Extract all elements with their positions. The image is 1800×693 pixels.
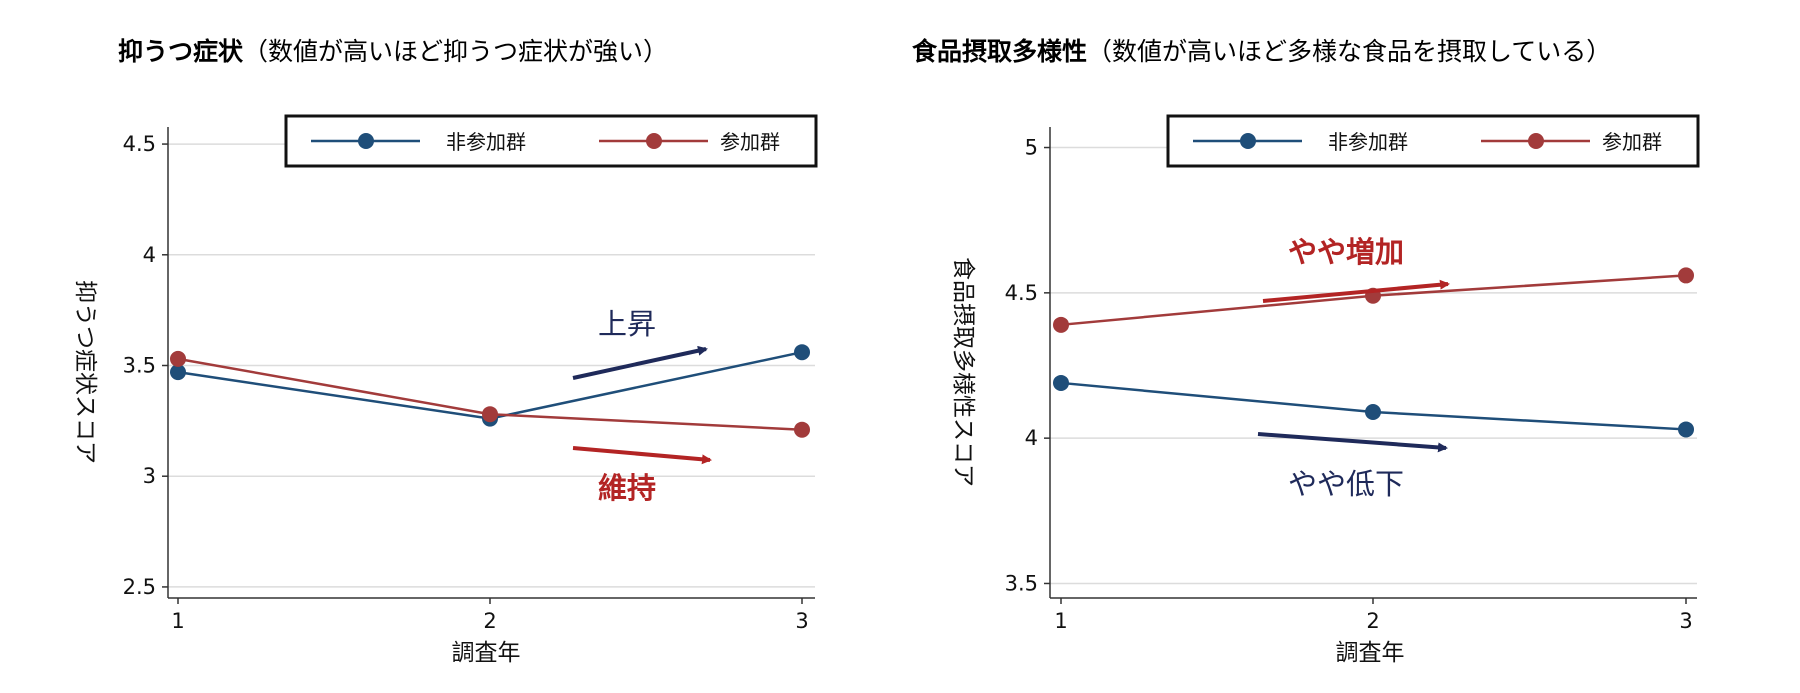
annotation-arrow-decrease bbox=[1257, 432, 1448, 453]
arrow-decrease bbox=[1257, 432, 1448, 453]
legend: 非参加群 参加群 bbox=[1166, 114, 1700, 168]
data-point bbox=[1053, 374, 1069, 391]
data-point bbox=[482, 406, 498, 423]
data-point bbox=[1053, 316, 1069, 333]
legend-marker-non-participant bbox=[1240, 133, 1256, 149]
x-tick-label: 1 bbox=[171, 609, 184, 633]
y-tick-label: 3.5 bbox=[1005, 571, 1038, 595]
x-axis-label: 調査年 bbox=[452, 640, 521, 666]
legend-label-participant: 参加群 bbox=[720, 130, 780, 154]
y-tick-label: 3 bbox=[143, 464, 156, 488]
y-tick-label: 4 bbox=[143, 243, 156, 267]
data-point bbox=[170, 350, 186, 367]
arrow-increase bbox=[1262, 279, 1450, 303]
data-point bbox=[1678, 267, 1694, 284]
y-tick-label: 4.5 bbox=[123, 132, 156, 156]
x-tick-label: 3 bbox=[1679, 609, 1692, 633]
annotation-decrease: やや低下 bbox=[1288, 467, 1404, 501]
legend-marker-non-participant bbox=[358, 133, 374, 149]
x-tick-label: 1 bbox=[1054, 609, 1067, 633]
arrow-up bbox=[572, 345, 708, 380]
chart-title: 抑うつ症状（数値が高いほど抑うつ症状が強い） bbox=[118, 37, 668, 66]
data-point bbox=[1365, 404, 1381, 420]
legend-label-participant: 参加群 bbox=[1602, 130, 1662, 154]
x-tick-label: 3 bbox=[795, 609, 808, 633]
y-tick-label: 5 bbox=[1025, 136, 1038, 160]
y-tick-label: 4.5 bbox=[1005, 281, 1038, 305]
x-axis-label: 調査年 bbox=[1336, 640, 1405, 666]
legend-label-non-participant: 非参加群 bbox=[446, 130, 526, 154]
legend: 非参加群 参加群 bbox=[284, 114, 818, 168]
legend-marker-participant bbox=[1528, 133, 1544, 149]
data-point bbox=[1678, 421, 1694, 438]
plot-area: 3.5 4 4.5 5 1 2 3 bbox=[1005, 127, 1697, 633]
x-tick-label: 2 bbox=[1366, 609, 1379, 633]
data-point bbox=[794, 421, 810, 438]
annotation-increase: やや増加 bbox=[1288, 235, 1404, 269]
y-tick-label: 4 bbox=[1025, 426, 1038, 450]
chart-title: 食品摂取多様性（数値が高いほど多様な食品を摂取している） bbox=[912, 37, 1611, 66]
legend-marker-participant bbox=[646, 133, 662, 149]
y-axis-label: 抑うつ症状スコア bbox=[72, 280, 98, 464]
y-tick-label: 2.5 bbox=[123, 575, 156, 599]
depression-chart: 抑うつ症状（数値が高いほど抑うつ症状が強い） 調査年 抑うつ症状スコア 2.5 3… bbox=[72, 37, 818, 666]
data-point bbox=[170, 364, 186, 381]
y-tick-label: 3.5 bbox=[123, 354, 156, 378]
data-point bbox=[794, 344, 810, 361]
annotation-rise: 上昇 bbox=[598, 307, 656, 341]
annotation-maintain: 維持 bbox=[598, 471, 656, 505]
annotation-arrow-increase bbox=[1262, 279, 1450, 303]
arrow-flat bbox=[572, 446, 712, 465]
annotation-arrow-maintain bbox=[572, 446, 712, 465]
x-tick-label: 2 bbox=[483, 609, 496, 633]
legend-label-non-participant: 非参加群 bbox=[1328, 130, 1408, 154]
food-diversity-chart: 食品摂取多様性（数値が高いほど多様な食品を摂取している） 調査年 食品摂取多様性… bbox=[912, 37, 1700, 666]
annotation-arrow-rise bbox=[572, 345, 708, 380]
plot-area: 2.5 3 3.5 4 4.5 1 2 3 bbox=[123, 127, 815, 633]
y-axis-label: 食品摂取多様性スコア bbox=[950, 257, 976, 487]
